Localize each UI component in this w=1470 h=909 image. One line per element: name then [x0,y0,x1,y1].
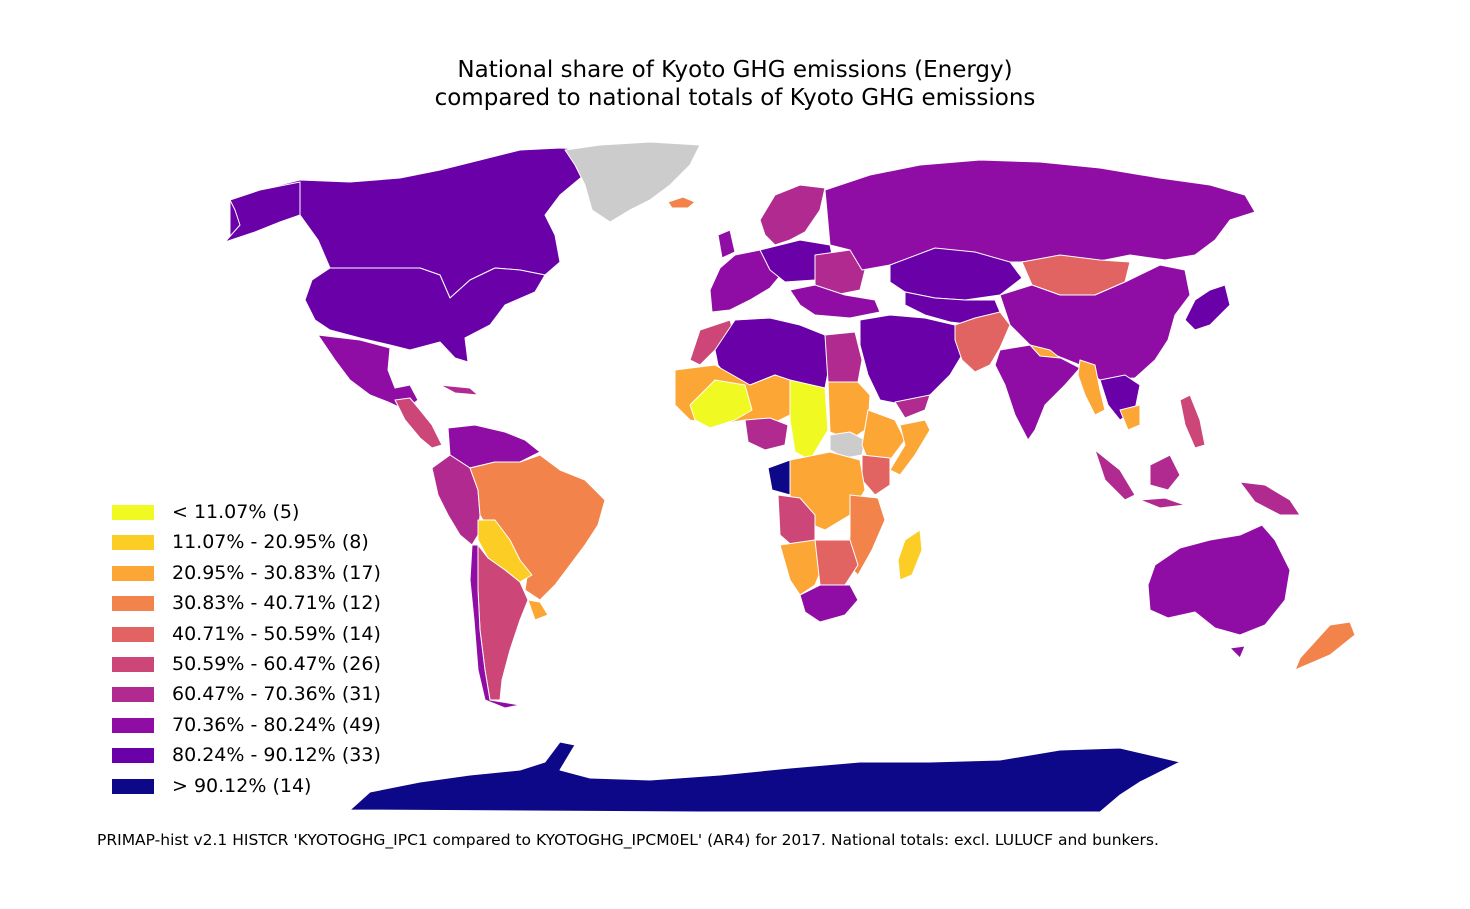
region-uk [717,229,736,259]
region-iceland [667,196,696,209]
region-pakistan-afghanistan [954,311,1011,373]
region-chad [789,379,829,461]
legend-swatch [112,656,154,672]
region-yemen [894,394,931,419]
legend-swatch [112,565,154,581]
region-cambodia-laos [1119,404,1141,431]
region-chile [469,544,521,709]
legend-label: 50.59% - 60.47% (26) [172,652,381,675]
legend-label: 60.47% - 70.36% (31) [172,683,381,706]
region-philippines [1179,394,1206,449]
legend-swatch [112,717,154,733]
region-balkans-turkey [789,284,881,319]
legend-swatch [112,505,154,520]
region-new-zealand [1294,621,1356,671]
region-bolivia-paraguay [477,519,533,583]
legend-swatch [112,778,154,794]
region-kenya [861,454,891,496]
region-indonesia-malaysia [1094,449,1136,501]
map-title-line2: compared to national totals of Kyoto GHG… [434,85,1036,111]
region-australia [1147,524,1291,636]
region-new-guinea [1239,481,1301,516]
legend-label: 70.36% - 80.24% (49) [172,713,381,736]
legend-swatch [112,596,154,612]
map-title-line1: National share of Kyoto GHG emissions (E… [457,57,1013,83]
legend-swatch [112,687,154,703]
region-central-america [394,397,443,449]
legend-label: 20.95% - 30.83% (17) [172,561,381,584]
region-sri-lanka-islands [1139,497,1186,509]
region-south-africa [799,584,859,623]
region-madagascar [897,529,923,581]
region-zambia-zimbabwe [814,539,859,586]
region-uruguay [527,599,549,621]
region-egypt [824,331,863,383]
legend-label: 11.07% - 20.95% (8) [172,531,369,554]
region-sudan [827,381,871,441]
region-somalia [889,419,931,476]
legend-label: 80.24% - 90.12% (33) [172,744,381,767]
region-tasmania [1229,645,1246,659]
region-antarctica [349,741,1181,813]
region-middle-east [859,314,966,406]
region-myanmar [1077,359,1106,416]
region-russia [824,159,1256,271]
region-canada [229,147,601,299]
legend-swatch [112,626,154,642]
region-greenland [564,141,701,223]
region-scandinavia [759,184,826,246]
region-nigeria [744,417,789,451]
source-caption: PRIMAP-hist v2.1 HISTCR 'KYOTOGHG_IPC1 c… [97,831,1159,849]
region-mexico [317,334,419,411]
region-mali-niger [689,379,753,429]
region-usa [304,267,546,363]
legend-label: > 90.12% (14) [172,774,312,797]
legend-label: < 11.07% (5) [172,501,300,523]
legend-swatch [112,748,154,764]
legend-swatch [112,535,154,551]
legend-label: 30.83% - 40.71% (12) [172,592,381,615]
region-cuba [439,384,479,396]
region-alaska [224,181,301,243]
region-japan-korea [1184,284,1231,331]
map-title: National share of Kyoto GHG emissions (E… [0,56,1470,112]
region-borneo [1149,454,1181,491]
legend-label: 40.71% - 50.59% (14) [172,622,381,645]
region-nepal [1029,344,1061,359]
